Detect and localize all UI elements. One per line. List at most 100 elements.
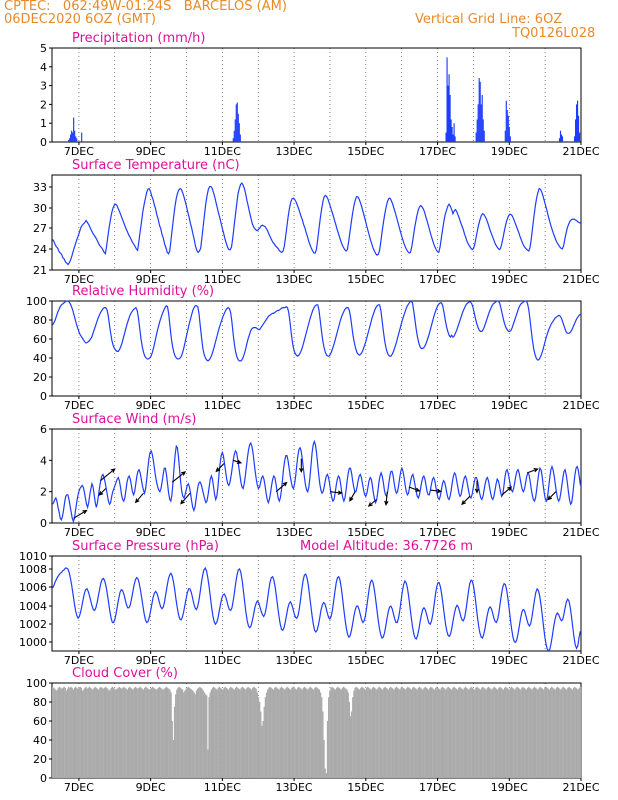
cloud-bar bbox=[424, 686, 426, 778]
cloud-bar bbox=[476, 686, 478, 778]
y-tick-label: 20 bbox=[33, 753, 47, 766]
cloud-bar bbox=[522, 686, 524, 778]
cloud-bar bbox=[284, 689, 286, 778]
cloud-bar bbox=[388, 687, 391, 778]
cloud-bar bbox=[192, 690, 194, 778]
cloud-bar bbox=[505, 686, 507, 778]
precip-bar bbox=[505, 100, 507, 142]
wind-vector-arrow bbox=[73, 509, 88, 519]
cloud-bar bbox=[295, 689, 298, 778]
cloud-bar bbox=[422, 689, 424, 778]
cloud-bar bbox=[69, 687, 71, 778]
cloud-bar bbox=[64, 687, 66, 778]
cloud-bar bbox=[382, 689, 384, 778]
x-tick-label: 17DEC bbox=[419, 781, 456, 794]
cloud-bar bbox=[121, 688, 123, 778]
cloud-bar bbox=[84, 687, 86, 778]
cloud-bar bbox=[576, 688, 578, 778]
precip-bar bbox=[480, 104, 482, 142]
cloud-bar bbox=[468, 689, 470, 778]
precip-bar bbox=[451, 126, 453, 142]
cloud-bar bbox=[454, 687, 456, 778]
cloud-bar bbox=[104, 686, 107, 778]
cloud-bar bbox=[269, 686, 271, 778]
cloud-bar bbox=[173, 706, 176, 778]
cloud-bar bbox=[144, 687, 146, 778]
precip-bar bbox=[70, 134, 72, 142]
station-header: CPTEC: 062:49W-01:24S BARCELOS (AM) bbox=[4, 0, 287, 14]
cloud-bar bbox=[60, 687, 62, 778]
cloud-bar bbox=[526, 687, 529, 778]
panel-precip: 0 1 2 3 4 5 7DEC 9DEC 11DEC 13DEC 15DEC 17DEC 19DEC 2… bbox=[40, 31, 600, 158]
precip-bar bbox=[453, 123, 455, 142]
wind-vector-arrow bbox=[232, 459, 243, 464]
precip-bar bbox=[477, 104, 479, 142]
cloud-bar bbox=[100, 686, 102, 778]
cloud-bar bbox=[326, 721, 329, 778]
cloud-bar bbox=[264, 697, 267, 778]
precip-bar bbox=[504, 130, 506, 142]
cloud-bar bbox=[515, 687, 517, 778]
cloud-bar bbox=[118, 686, 120, 778]
cloud-bar bbox=[440, 687, 442, 778]
x-tick-label: 11DEC bbox=[204, 273, 241, 286]
cloud-bar bbox=[394, 687, 396, 778]
precip-bar bbox=[454, 136, 456, 142]
cloud-bar bbox=[245, 689, 247, 778]
cloud-bar bbox=[110, 687, 112, 778]
y-tick-label: 0 bbox=[40, 136, 47, 149]
cloud-bar bbox=[546, 687, 548, 778]
cloud-bar bbox=[530, 688, 532, 778]
cloud-bar bbox=[162, 689, 164, 778]
cloud-bar bbox=[551, 686, 553, 778]
precip-bar bbox=[73, 117, 75, 142]
x-tick-label: 15DEC bbox=[347, 145, 384, 158]
precip-bar bbox=[235, 104, 237, 142]
cloud-bar bbox=[248, 687, 250, 778]
cloud-bar bbox=[471, 687, 474, 778]
cloud-bar bbox=[395, 686, 398, 778]
cloud-bar bbox=[342, 686, 345, 778]
y-tick-label: 60 bbox=[33, 715, 47, 728]
cloud-bar bbox=[80, 687, 83, 778]
cloud-bar bbox=[494, 687, 497, 778]
x-tick-label: 17DEC bbox=[419, 399, 456, 412]
cloud-bar bbox=[398, 688, 400, 778]
cloud-bar bbox=[62, 687, 64, 778]
cloud-bar bbox=[191, 689, 193, 778]
precip-bar bbox=[452, 134, 454, 142]
cloud-bar bbox=[152, 686, 154, 778]
cloud-bar bbox=[411, 687, 414, 778]
cloud-bar bbox=[379, 687, 382, 778]
cloud-bar bbox=[361, 686, 363, 778]
cloud-bar bbox=[296, 687, 299, 778]
cloud-bar bbox=[187, 686, 189, 778]
wind-vector-arrow bbox=[100, 468, 116, 482]
precip-bar bbox=[447, 85, 449, 142]
cloud-bar bbox=[200, 687, 202, 778]
cloud-bar bbox=[397, 687, 399, 778]
cloud-bar bbox=[194, 694, 196, 778]
cloud-bar bbox=[238, 688, 240, 778]
y-tick-label: 40 bbox=[33, 734, 47, 747]
cloud-bar bbox=[196, 688, 199, 778]
cloud-bar bbox=[133, 687, 135, 778]
cloud-bar bbox=[537, 689, 539, 778]
panel-title: Relative Humidity (%) bbox=[72, 284, 214, 299]
cloud-bar bbox=[416, 689, 418, 778]
cloud-bar bbox=[114, 688, 116, 778]
cloud-bar bbox=[208, 697, 210, 778]
cloud-bar bbox=[331, 686, 333, 778]
x-tick-label: 21DEC bbox=[562, 273, 599, 286]
cloud-bar bbox=[507, 688, 509, 778]
x-tick-label: 21DEC bbox=[562, 654, 599, 667]
precip-bar bbox=[481, 95, 483, 142]
cloud-bar bbox=[446, 687, 448, 778]
cloud-bar bbox=[160, 687, 162, 778]
x-tick-label: 15DEC bbox=[347, 399, 384, 412]
cloud-bar bbox=[165, 686, 168, 778]
cloud-bar bbox=[259, 702, 261, 778]
cloud-bar bbox=[409, 688, 411, 778]
cloud-bar bbox=[56, 689, 58, 778]
precip-bar bbox=[559, 130, 562, 142]
